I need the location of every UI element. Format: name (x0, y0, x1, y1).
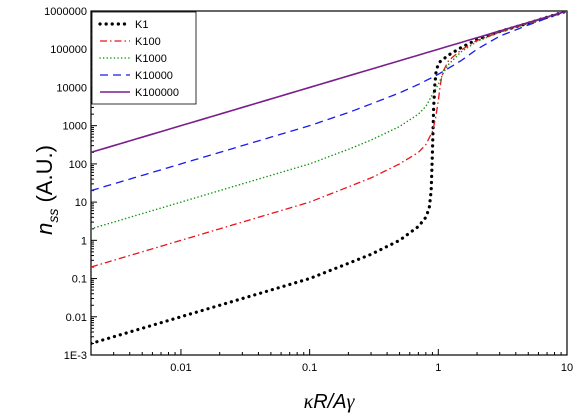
series-line-k1 (91, 11, 567, 346)
y-tick-label: 0.1 (72, 274, 87, 286)
y-axis-label: nss (A.U.) (32, 145, 61, 235)
y-axis: 1E-3 0.01 0.1 1 10 100 1000 10000 100000 1000000 (44, 6, 97, 362)
y-tick-label: 10 (75, 197, 87, 209)
x-label-kappa: κ (304, 391, 314, 413)
legend-box (91, 11, 197, 105)
legend: K1 K100 K1000 K10000 K100000 (91, 11, 197, 105)
plot-area (90, 10, 568, 356)
x-label-rest: R/A (313, 391, 346, 413)
x-tick-label: 0.01 (170, 362, 191, 374)
y-label-rest: (A.U.) (32, 145, 57, 209)
y-tick-label: 1000 (63, 121, 87, 133)
legend-label-k1000: K1000 (135, 53, 167, 65)
y-tick-label: 10000 (56, 82, 87, 94)
series-line-k100 (91, 11, 567, 268)
y-label-sub: ss (45, 209, 61, 223)
x-label-gamma: γ (347, 391, 356, 413)
x-axis: 0.01 0.1 1 10 (90, 349, 573, 374)
y-tick-label: 100000 (50, 44, 87, 56)
y-tick-label: 0.01 (66, 312, 87, 324)
y-tick-label: 100 (69, 159, 87, 171)
series-line-k100000 (91, 11, 567, 154)
x-tick-label: 1 (435, 362, 441, 374)
legend-label-k100000: K100000 (135, 87, 179, 99)
y-tick-label: 1 (81, 235, 87, 247)
legend-label-k100: K100 (135, 36, 161, 48)
y-tick-label: 1E-3 (64, 350, 87, 362)
x-tick-label: 0.1 (302, 362, 317, 374)
y-label-main: n (32, 223, 57, 235)
series-lines (91, 11, 567, 346)
x-tick-label: 10 (561, 362, 573, 374)
y-tick-label: 1000000 (44, 6, 87, 18)
legend-label-k10000: K10000 (135, 70, 173, 82)
legend-label-k1: K1 (135, 19, 148, 31)
x-axis-label: κR/Aγ (304, 391, 356, 413)
series-line-k1000 (91, 11, 567, 230)
